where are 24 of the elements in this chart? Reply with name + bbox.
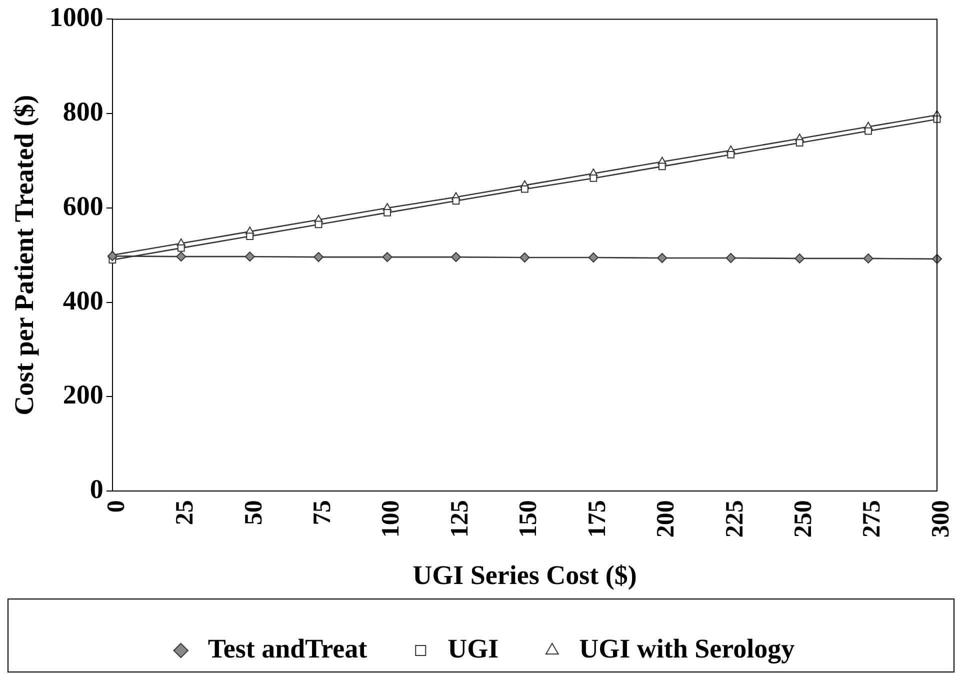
x-tick-label: 50	[240, 500, 268, 526]
x-tick-label: 225	[721, 500, 748, 538]
x-tick-label: 75	[309, 500, 336, 526]
y-tick-label: 200	[62, 380, 104, 410]
x-tick-label: 150	[515, 500, 542, 538]
legend-label: UGI with Serology	[579, 633, 796, 664]
x-tick-label: 275	[858, 500, 886, 538]
x-tick-label: 175	[584, 500, 611, 538]
y-tick-label: 400	[62, 285, 104, 316]
y-tick-label: 800	[62, 96, 104, 127]
legend-label: Test andTreat	[208, 633, 368, 664]
x-axis-title: UGI Series Cost ($)	[412, 560, 637, 590]
x-tick-label: 100	[378, 500, 405, 538]
x-tick-label: 250	[790, 500, 818, 538]
legend-label: UGI	[448, 633, 499, 664]
y-tick-label: 600	[62, 190, 104, 221]
x-tick-label: 0	[102, 500, 130, 513]
x-tick-label: 25	[172, 500, 199, 526]
x-tick-label: 200	[652, 500, 680, 538]
x-tick-label: 125	[446, 500, 474, 538]
y-axis-title: Cost per Patient Treated ($)	[9, 94, 40, 416]
y-tick-label: 0	[90, 474, 104, 504]
y-tick-label: 1000	[49, 2, 104, 32]
x-tick-label: 300	[927, 500, 954, 538]
